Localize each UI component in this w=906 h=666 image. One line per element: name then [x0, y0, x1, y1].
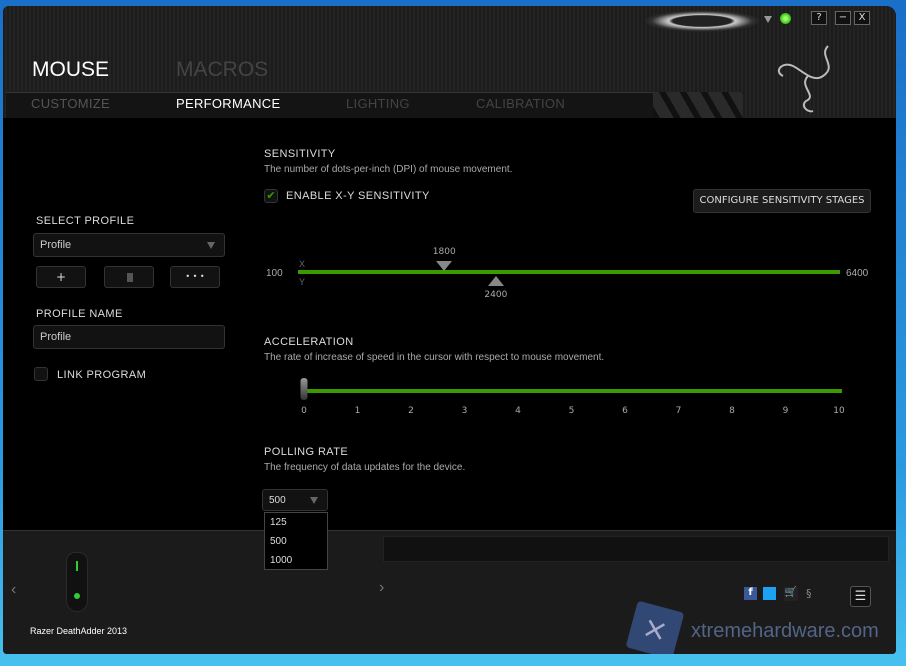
enable-xy-label: ENABLE X-Y SENSITIVITY: [286, 190, 430, 202]
footer-decorative-bar: [383, 536, 889, 562]
chevron-down-icon: [207, 242, 215, 249]
decorative-stripes: [653, 92, 743, 118]
y-sensitivity-handle[interactable]: [487, 276, 504, 286]
status-led-icon: [780, 13, 791, 24]
razer-synapse-window: ? − X MOUSE MACROS CUSTOMIZE PERFORMANCE…: [3, 6, 896, 654]
sensitivity-max: 6400: [846, 268, 869, 279]
razer-logo-icon: [777, 45, 830, 113]
sensitivity-slider-track[interactable]: [298, 270, 840, 274]
trash-icon: [127, 273, 133, 282]
link-program-label: LINK PROGRAM: [57, 369, 147, 381]
cart-icon[interactable]: 🛒: [784, 587, 798, 601]
delete-profile-button[interactable]: [104, 266, 154, 288]
sensitivity-description: The number of dots-per-inch (DPI) of mou…: [264, 164, 513, 175]
acceleration-tick: 0: [301, 406, 307, 416]
acceleration-handle[interactable]: [300, 378, 308, 400]
hamburger-icon: ☰: [854, 589, 867, 604]
configure-sensitivity-stages-button[interactable]: CONFIGURE SENSITIVITY STAGES: [693, 189, 871, 213]
y-axis-label: Y: [299, 277, 306, 287]
acceleration-tick: 6: [622, 406, 628, 416]
acceleration-slider-track[interactable]: [304, 389, 842, 393]
previous-device-button[interactable]: ‹: [11, 581, 17, 598]
acceleration-tick: 5: [568, 406, 575, 416]
watermark-text: xtremehardware.com: [691, 620, 879, 642]
profile-name-input[interactable]: Profile: [33, 325, 225, 349]
polling-rate-select[interactable]: 500: [262, 489, 328, 511]
facebook-icon[interactable]: f: [744, 587, 757, 600]
dropdown-arrow-icon[interactable]: [764, 16, 772, 23]
profile-name-value: Profile: [40, 331, 72, 343]
sensitivity-title: SENSITIVITY: [264, 148, 336, 160]
polling-option-125[interactable]: 125: [270, 517, 287, 528]
twitter-icon[interactable]: [763, 587, 776, 600]
minimize-button[interactable]: −: [835, 11, 851, 25]
acceleration-title: ACCELERATION: [264, 336, 354, 348]
polling-option-500[interactable]: 500: [270, 536, 287, 547]
tab-performance[interactable]: PERFORMANCE: [176, 96, 281, 111]
link-program-checkbox[interactable]: [34, 367, 48, 381]
acceleration-tick: 8: [729, 406, 735, 416]
sensitivity-min: 100: [266, 268, 283, 279]
acceleration-tick: 10: [833, 406, 845, 416]
tab-calibration[interactable]: CALIBRATION: [476, 96, 566, 111]
tab-customize[interactable]: CUSTOMIZE: [31, 96, 111, 111]
checkmark-icon: ✔: [266, 189, 276, 202]
profile-name-label: PROFILE NAME: [36, 308, 123, 320]
chevron-down-icon: [310, 497, 318, 504]
mouse-image: [66, 552, 88, 612]
acceleration-tick: 7: [675, 406, 682, 416]
help-button[interactable]: ?: [811, 11, 827, 25]
more-options-button[interactable]: • • •: [170, 266, 220, 288]
enable-xy-checkbox[interactable]: ✔: [264, 189, 278, 203]
acceleration-tick: 9: [782, 406, 789, 416]
acceleration-tick: 2: [408, 406, 414, 416]
profile-select-value: Profile: [40, 239, 72, 251]
razer-icon[interactable]: §: [806, 587, 812, 600]
close-button[interactable]: X: [854, 11, 870, 25]
x-sensitivity-value: 1800: [432, 247, 456, 257]
next-device-button[interactable]: ›: [379, 579, 385, 596]
polling-rate-title: POLLING RATE: [264, 446, 349, 458]
device-selector-icon[interactable]: [643, 10, 761, 32]
polling-rate-options: 125 500 1000: [264, 512, 328, 570]
acceleration-tick: 4: [515, 406, 521, 416]
device-name: Razer DeathAdder 2013: [30, 626, 128, 636]
polling-rate-value: 500: [269, 495, 286, 506]
acceleration-description: The rate of increase of speed in the cur…: [264, 352, 605, 363]
x-axis-label: X: [299, 259, 306, 269]
x-sensitivity-handle[interactable]: [436, 261, 453, 271]
sub-tab-bar: [6, 92, 656, 118]
profile-select[interactable]: Profile: [33, 233, 225, 257]
polling-rate-description: The frequency of data updates for the de…: [264, 462, 466, 473]
tab-macros[interactable]: MACROS: [176, 58, 269, 81]
add-profile-button[interactable]: +: [36, 266, 86, 288]
acceleration-tick: 1: [354, 406, 361, 416]
menu-button[interactable]: ☰: [850, 586, 871, 607]
y-sensitivity-value: 2400: [484, 290, 508, 300]
acceleration-tick: 3: [461, 406, 468, 416]
polling-option-1000[interactable]: 1000: [270, 555, 293, 566]
tab-mouse[interactable]: MOUSE: [32, 58, 110, 81]
select-profile-label: SELECT PROFILE: [36, 215, 135, 227]
tab-lighting[interactable]: LIGHTING: [346, 96, 410, 111]
